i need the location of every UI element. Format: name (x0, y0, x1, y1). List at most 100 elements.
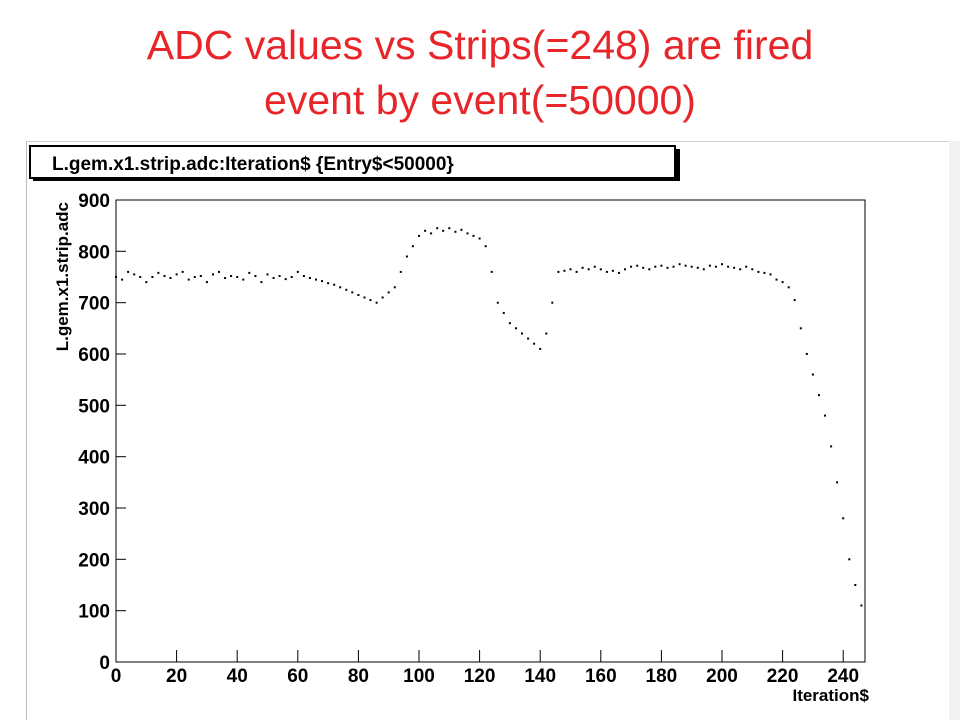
scatter-point (157, 271, 160, 274)
scatter-point (278, 275, 281, 277)
x-tick-label: 160 (585, 666, 617, 687)
scatter-point (545, 332, 548, 335)
scatter-point (636, 264, 639, 267)
scatter-point (127, 270, 130, 273)
scatter-point (230, 275, 233, 277)
scatter-point (654, 265, 657, 268)
x-tick-label: 40 (227, 666, 248, 687)
scatter-point (672, 265, 675, 268)
scatter-point (242, 278, 245, 281)
scatter-point (448, 227, 451, 230)
y-tick-label: 300 (78, 499, 110, 520)
scatter-point (708, 264, 711, 267)
scatter-point (345, 288, 348, 291)
scatter-point (115, 276, 117, 278)
scatter-point (460, 228, 463, 231)
scatter-point (539, 347, 542, 350)
scatter-point (315, 278, 317, 281)
scatter-point (296, 270, 299, 273)
scatter-point (430, 232, 433, 235)
scatter-point (393, 286, 396, 289)
scatter-point (563, 269, 566, 272)
scatter-point (327, 282, 330, 285)
scatter-point (751, 268, 754, 271)
scatter-point (290, 276, 293, 278)
scatter-point (533, 342, 536, 345)
scatter-point (508, 322, 511, 325)
scatter-point (593, 265, 596, 268)
scatter-point (733, 266, 736, 269)
slide-title-line-2: event by event(=50000) (264, 77, 696, 123)
scatter-point (721, 263, 723, 266)
scatter-point (351, 291, 354, 294)
slide-title: ADC values vs Strips(=248) are fired eve… (0, 18, 960, 128)
scatter-point (854, 584, 857, 586)
scatter-point (151, 276, 154, 278)
scatter-point (781, 281, 784, 284)
scatter-point (418, 234, 420, 237)
scatter-point (212, 273, 214, 276)
scatter-point (175, 273, 178, 276)
x-tick-label: 200 (706, 666, 738, 687)
y-axis-label: L.gem.x1.strip.adc (53, 202, 72, 351)
scatter-point (811, 373, 814, 376)
scatter-point (624, 268, 626, 271)
scatter-point (187, 278, 190, 281)
x-tick-label: 0 (111, 666, 122, 687)
y-tick-label: 700 (78, 294, 110, 315)
scatter-point (466, 232, 469, 235)
scatter-point (660, 264, 663, 267)
x-axis-label: Iteration$ (792, 686, 869, 705)
scatter-point (678, 263, 681, 266)
scatter-point (618, 271, 620, 274)
scatter-point (381, 296, 384, 299)
scatter-marks (115, 227, 863, 607)
scatter-point (369, 299, 372, 302)
scatter-point (321, 280, 323, 283)
scatter-point (757, 270, 760, 273)
scatter-point (363, 296, 366, 299)
y-tick-label: 0 (99, 653, 110, 674)
scatter-point (478, 237, 481, 240)
scatter-point (424, 229, 427, 232)
scatter-point (218, 270, 220, 273)
x-tick-label: 180 (646, 666, 678, 687)
scatter-point (411, 245, 414, 248)
scatter-point (436, 227, 439, 230)
scatter-point (399, 270, 402, 273)
scatter-point (266, 273, 269, 276)
scatter-point (739, 268, 742, 271)
scatter-point (254, 275, 257, 277)
scatter-point (824, 414, 826, 417)
scatter-point (696, 266, 699, 269)
x-tick-label: 20 (166, 666, 187, 687)
y-tick-label: 800 (78, 242, 110, 263)
scatter-point (848, 558, 851, 561)
scatter-point (860, 604, 863, 607)
x-tick-label: 140 (524, 666, 556, 687)
scatter-point (163, 275, 166, 277)
scatter-point (830, 445, 833, 448)
y-tick-label: 500 (78, 396, 110, 417)
scatter-point (599, 268, 602, 271)
scatter-point (569, 268, 572, 271)
scatter-point (581, 266, 584, 269)
scatter-point (490, 270, 493, 273)
scatter-point (684, 264, 687, 267)
y-tick-label: 900 (78, 191, 110, 212)
x-tick-label: 100 (403, 666, 435, 687)
scatter-point (551, 301, 554, 304)
x-tick-label: 120 (464, 666, 496, 687)
scatter-point (224, 277, 227, 279)
x-tick-label: 80 (348, 666, 369, 687)
scatter-point (575, 270, 578, 273)
scatter-point (605, 270, 608, 273)
scatter-point (193, 276, 196, 278)
scatter-point (587, 268, 590, 271)
scatter-point (169, 277, 172, 279)
scatter-point (727, 265, 730, 268)
scatter-point (260, 281, 263, 284)
scatter-point (387, 291, 390, 294)
scatter-point (248, 271, 251, 274)
